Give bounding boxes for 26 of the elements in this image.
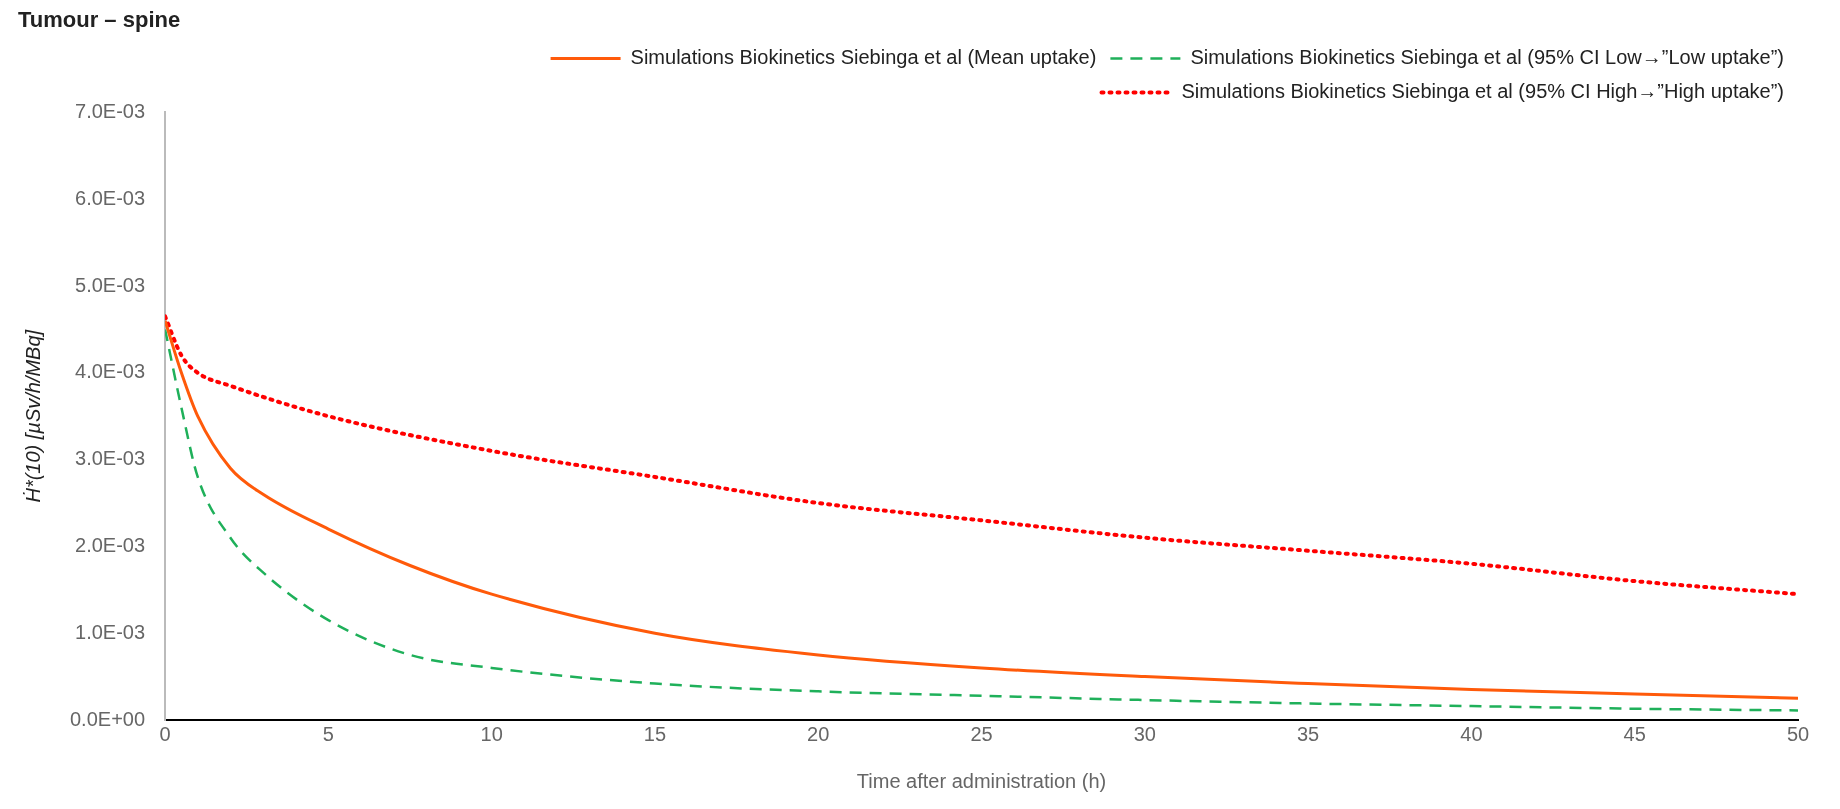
y-tick-label: 1.0E-03	[75, 620, 146, 643]
y-tick-label: 2.0E-03	[75, 533, 146, 556]
x-tick-label: 40	[1460, 722, 1483, 745]
x-tick-label: 20	[807, 722, 830, 745]
x-tick-label: 45	[1623, 722, 1646, 745]
x-tick-label: 10	[480, 722, 503, 745]
y-tick-label: 5.0E-03	[75, 273, 146, 296]
y-axis-title: Ḣ*(10) [µSv/h/MBq]	[21, 329, 44, 503]
x-tick-label: 5	[322, 722, 334, 745]
x-tick-label: 25	[970, 722, 993, 745]
y-tick-label: 4.0E-03	[75, 360, 146, 383]
legend-label: Simulations Biokinetics Siebinga et al (Mean uptake)	[630, 45, 1097, 68]
x-tick-label: 15	[643, 722, 667, 745]
y-tick-label: 3.0E-03	[75, 447, 146, 470]
x-tick-label: 50	[1786, 722, 1810, 745]
legend-label: Simulations Biokinetics Siebinga et al (95% CI Low→”Low uptake”)	[1190, 45, 1785, 68]
y-tick-label: 7.0E-03	[75, 99, 146, 122]
line-series	[165, 314, 1798, 597]
x-axis-title: Time after administration (h)	[856, 769, 1107, 792]
legend-label: Simulations Biokinetics Siebinga et al (95% CI High→”High uptake”)	[1181, 79, 1784, 102]
y-tick-label: 6.0E-03	[75, 186, 146, 209]
x-tick-label: 35	[1297, 722, 1320, 745]
x-tick-label: 0	[159, 722, 171, 745]
x-tick-label: 30	[1133, 722, 1156, 745]
chart-title: Tumour – spine	[18, 7, 181, 33]
y-tick-label: 0.0E+00	[69, 707, 146, 730]
